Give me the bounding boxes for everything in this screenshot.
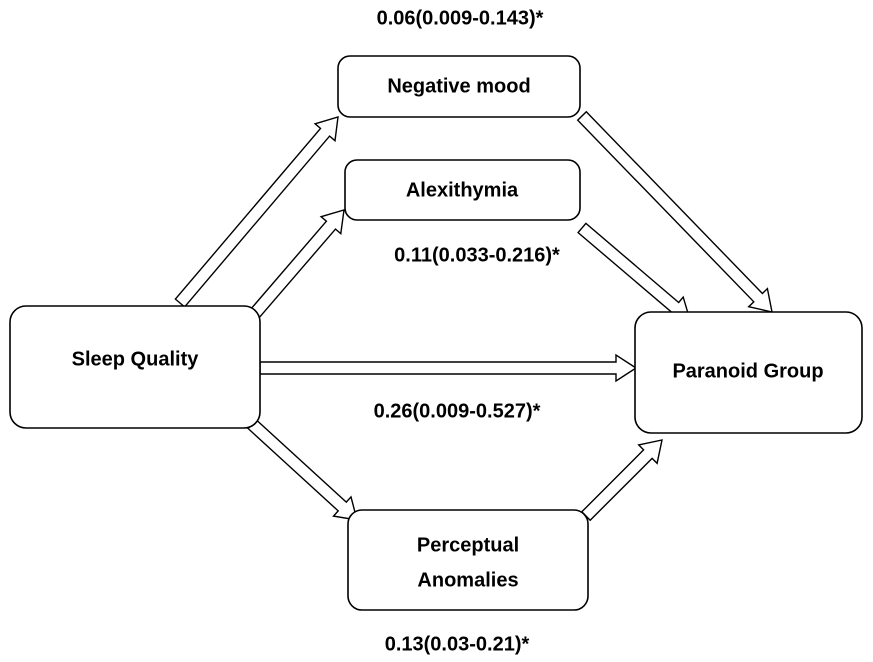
arrow: [247, 418, 358, 521]
path-label: 0.11(0.033-0.216)*: [394, 244, 560, 266]
arrows: [174, 110, 773, 522]
arrow: [580, 439, 663, 522]
node-label: Negative mood: [387, 75, 530, 97]
node-label: Perceptual: [417, 534, 519, 556]
arrow: [259, 353, 638, 383]
node-box: [337, 55, 581, 118]
path-label: 0.06(0.009-0.143)*: [377, 7, 544, 29]
arrow: [174, 116, 339, 308]
node-box: [9, 305, 261, 429]
node-box: [634, 311, 863, 434]
node-label: Alexithymia: [406, 179, 519, 201]
path-label: 0.26(0.009-0.527)*: [374, 400, 541, 422]
arrow: [576, 110, 773, 313]
node-label: Paranoid Group: [672, 360, 823, 382]
node-label: Anomalies: [417, 569, 518, 591]
node-box: [344, 159, 581, 221]
path-label: 0.13(0.03-0.21)*: [385, 633, 530, 655]
node-box: [347, 509, 589, 611]
arrow: [577, 222, 691, 321]
node-label: Sleep Quality: [72, 348, 200, 370]
arrow: [245, 209, 345, 323]
